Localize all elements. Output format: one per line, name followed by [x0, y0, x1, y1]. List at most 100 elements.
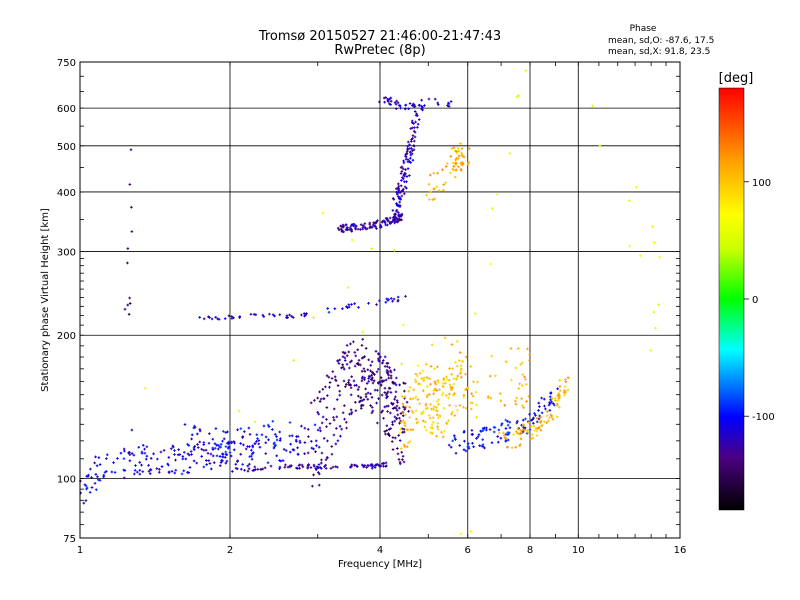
data-point [515, 421, 519, 425]
data-point [414, 378, 417, 381]
data-point [395, 404, 399, 408]
data-point [652, 310, 656, 314]
data-point [454, 168, 458, 172]
data-point [138, 461, 142, 464]
data-point [413, 126, 416, 129]
data-point [471, 394, 475, 398]
data-point [432, 389, 436, 392]
data-point [499, 436, 503, 440]
data-point [431, 420, 435, 424]
data-point [338, 424, 342, 428]
data-point [387, 386, 391, 390]
data-point [144, 457, 148, 461]
data-point [354, 227, 358, 231]
data-point [539, 428, 543, 432]
data-point [324, 385, 327, 389]
data-point [548, 395, 552, 399]
data-point [327, 310, 331, 314]
data-point [143, 447, 146, 451]
data-point [530, 433, 534, 436]
data-point [556, 404, 559, 407]
data-point [443, 381, 447, 385]
data-point [540, 396, 543, 400]
data-point [526, 429, 529, 432]
data-point [95, 488, 98, 491]
data-point [112, 461, 115, 464]
data-point [458, 404, 462, 407]
data-point [456, 146, 460, 150]
data-point [233, 441, 236, 445]
data-point [178, 453, 182, 456]
data-point [370, 406, 374, 409]
data-point [395, 193, 399, 196]
data-point [325, 406, 329, 409]
data-point [395, 399, 399, 402]
data-point [556, 387, 559, 391]
data-point [409, 151, 412, 154]
data-point [385, 365, 389, 368]
data-point [360, 379, 364, 383]
data-point [334, 465, 337, 468]
data-point [257, 442, 261, 446]
data-point [314, 450, 317, 454]
data-point [405, 152, 408, 155]
data-point [128, 453, 132, 456]
data-point [404, 103, 408, 107]
data-point [388, 216, 392, 220]
data-point [399, 427, 402, 431]
data-point [452, 382, 456, 386]
data-point [341, 355, 345, 358]
data-point [360, 463, 364, 467]
data-point [159, 450, 163, 454]
data-point [261, 313, 265, 317]
data-point [537, 417, 541, 421]
data-point [396, 295, 400, 299]
stats-o-line: mean, sd,O: -87.6, 17.5 [608, 36, 714, 46]
data-point [429, 190, 432, 193]
data-point [88, 491, 92, 494]
data-point [350, 223, 354, 226]
data-point [384, 432, 387, 436]
data-point [284, 449, 288, 452]
data-point [393, 218, 397, 222]
data-point [349, 386, 353, 390]
data-point [421, 369, 425, 373]
data-point [424, 404, 428, 407]
data-point [414, 409, 418, 413]
data-point [472, 380, 475, 384]
data-point [445, 394, 448, 397]
data-point [374, 349, 378, 353]
data-point [352, 340, 355, 344]
data-point [403, 406, 407, 410]
data-point [336, 384, 340, 387]
data-point [196, 432, 199, 436]
data-point [355, 464, 359, 468]
data-point [395, 220, 399, 224]
data-point [414, 114, 418, 117]
data-point [348, 226, 352, 230]
data-point [380, 393, 384, 397]
data-point [285, 316, 288, 319]
data-point [408, 174, 411, 177]
data-point [402, 405, 405, 409]
data-point [105, 457, 108, 460]
data-point [212, 461, 216, 464]
data-point [517, 347, 520, 350]
data-point [403, 180, 406, 184]
data-point [344, 385, 347, 388]
data-point [553, 403, 556, 407]
data-point [557, 406, 561, 409]
data-point [316, 396, 319, 400]
data-point [413, 139, 416, 143]
data-point [433, 367, 437, 370]
data-point [138, 469, 142, 472]
data-point [550, 400, 553, 404]
data-point [407, 410, 410, 413]
data-point [141, 443, 145, 447]
data-point [519, 429, 523, 432]
data-point [495, 193, 499, 196]
data-point [190, 453, 193, 456]
data-point [531, 418, 534, 421]
data-point [181, 455, 185, 458]
data-point [252, 468, 256, 472]
